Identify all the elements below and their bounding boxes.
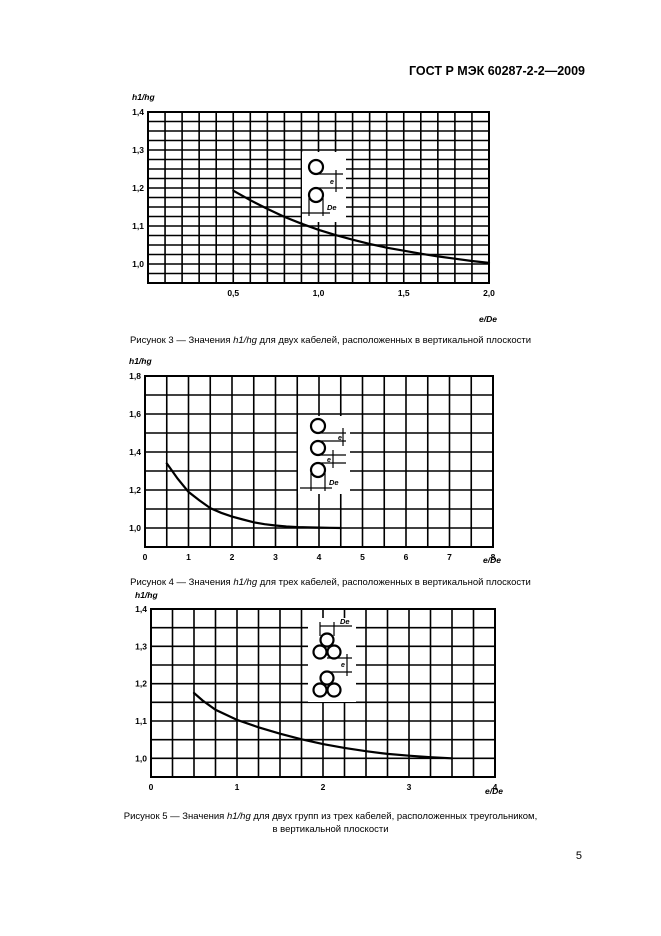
x-tick-label: 0 — [149, 782, 154, 792]
inset-label-de: De — [327, 203, 337, 212]
figure-3-caption: Рисунок 3 — Значения h1/hg для двух кабе… — [0, 334, 661, 347]
series-line — [165, 462, 342, 530]
x-tick-label: 8 — [491, 552, 496, 562]
inset-label-de: De — [340, 617, 350, 626]
series-line — [232, 189, 491, 264]
x-tick-label: 2 — [321, 782, 326, 792]
cable-circle — [326, 682, 342, 698]
y-tick-label: 1,4 — [129, 447, 141, 457]
cable-circle — [312, 644, 328, 660]
x-tick-label: 1,5 — [398, 288, 410, 298]
y-tick-label: 1,2 — [135, 679, 147, 689]
x-tick-label: 7 — [447, 552, 452, 562]
plot-frame — [147, 111, 490, 284]
x-axis-label: e/De — [485, 786, 503, 796]
y-tick-label: 1,1 — [135, 716, 147, 726]
y-tick-label: 1,0 — [132, 259, 144, 269]
figure-4-caption: Рисунок 4 — Значения h1/hg для трех кабе… — [0, 576, 661, 589]
x-tick-label: 4 — [317, 552, 322, 562]
caption-symbol: h1/hg — [233, 335, 257, 346]
chart-figure-3: 1,0 1,1 1,2 1,3 1,4 0,5 1,0 1,5 2,0 h1/hg e/De e De — [132, 92, 497, 324]
plot-frame — [144, 375, 494, 548]
x-tick-label: 3 — [273, 552, 278, 562]
cable-circle — [319, 670, 335, 686]
x-tick-label: 1,0 — [313, 288, 325, 298]
grid — [144, 375, 494, 548]
caption-suffix: для трех кабелей, расположенных в вертик… — [259, 577, 531, 588]
y-tick-label: 1,3 — [135, 641, 147, 651]
y-tick-label: 1,8 — [129, 371, 141, 381]
y-tick-label: 1,0 — [135, 753, 147, 763]
y-axis-label: h1/hg — [129, 356, 152, 366]
inset-label-de: De — [329, 478, 339, 487]
cable-circle — [326, 644, 342, 660]
chart-figure-4: 1,0 1,2 1,4 1,6 1,8 0 1 2 3 4 5 6 7 8 h1/hg e/De e e De — [129, 356, 501, 565]
series-line — [192, 691, 454, 760]
caption-prefix: Рисунок 3 — Значения — [129, 335, 231, 346]
inset-label-e: e — [341, 662, 345, 669]
x-tick-label: 5 — [360, 552, 365, 562]
plot-frame — [150, 608, 496, 778]
cable-inset: e De — [302, 152, 346, 222]
y-tick-label: 1,2 — [129, 485, 141, 495]
x-tick-label: 1 — [235, 782, 240, 792]
x-axis-label: e/De — [483, 555, 501, 565]
inset-label-e: e — [338, 435, 342, 442]
y-axis-label: h1/hg — [135, 590, 158, 600]
y-axis-label: h1/hg — [132, 92, 155, 102]
x-axis-label: e/De — [479, 314, 497, 324]
cable-circle — [319, 632, 335, 648]
cable-inset: De e — [308, 617, 356, 702]
caption-prefix: Рисунок 4 — Значения — [130, 577, 231, 588]
caption-symbol: h1/hg — [233, 577, 258, 588]
page-number: 5 — [575, 850, 582, 862]
cable-circle — [312, 682, 328, 698]
x-tick-label: 2 — [230, 552, 235, 562]
inset-label-e: e — [330, 179, 334, 186]
caption-suffix: для двух кабелей, расположенных в вертик… — [259, 335, 532, 346]
x-tick-label: 1 — [186, 552, 191, 562]
document-header: ГОСТ Р МЭК 60287-2-2—2009 — [409, 64, 585, 78]
cable-inset: e e De — [298, 416, 350, 494]
y-tick-label: 1,4 — [132, 107, 144, 117]
x-tick-label: 0,5 — [227, 288, 239, 298]
caption-symbol: h1/hg — [226, 811, 251, 822]
chart-figure-5: 1,0 1,1 1,2 1,3 1,4 0 1 2 3 4 h1/hg e/De De e — [135, 590, 503, 796]
x-tick-label: 6 — [404, 552, 409, 562]
caption-line2: в вертикальной плоскости — [272, 824, 389, 835]
figure-5-caption: Рисунок 5 — Значения h1/hg для двух груп… — [0, 810, 661, 836]
x-tick-label: 4 — [493, 782, 498, 792]
caption-suffix: для двух групп из трех кабелей, располож… — [253, 811, 538, 822]
x-tick-label: 3 — [407, 782, 412, 792]
x-tick-label: 0 — [143, 552, 148, 562]
y-tick-label: 1,3 — [132, 145, 144, 155]
y-tick-label: 1,4 — [135, 604, 147, 614]
y-tick-label: 1,0 — [129, 523, 141, 533]
caption-prefix: Рисунок 5 — Значения — [123, 811, 225, 822]
x-tick-label: 2,0 — [483, 288, 495, 298]
y-tick-label: 1,6 — [129, 409, 141, 419]
y-tick-label: 1,2 — [132, 183, 144, 193]
inset-label-e: e — [327, 457, 331, 464]
y-tick-label: 1,1 — [132, 221, 144, 231]
grid — [147, 111, 490, 284]
